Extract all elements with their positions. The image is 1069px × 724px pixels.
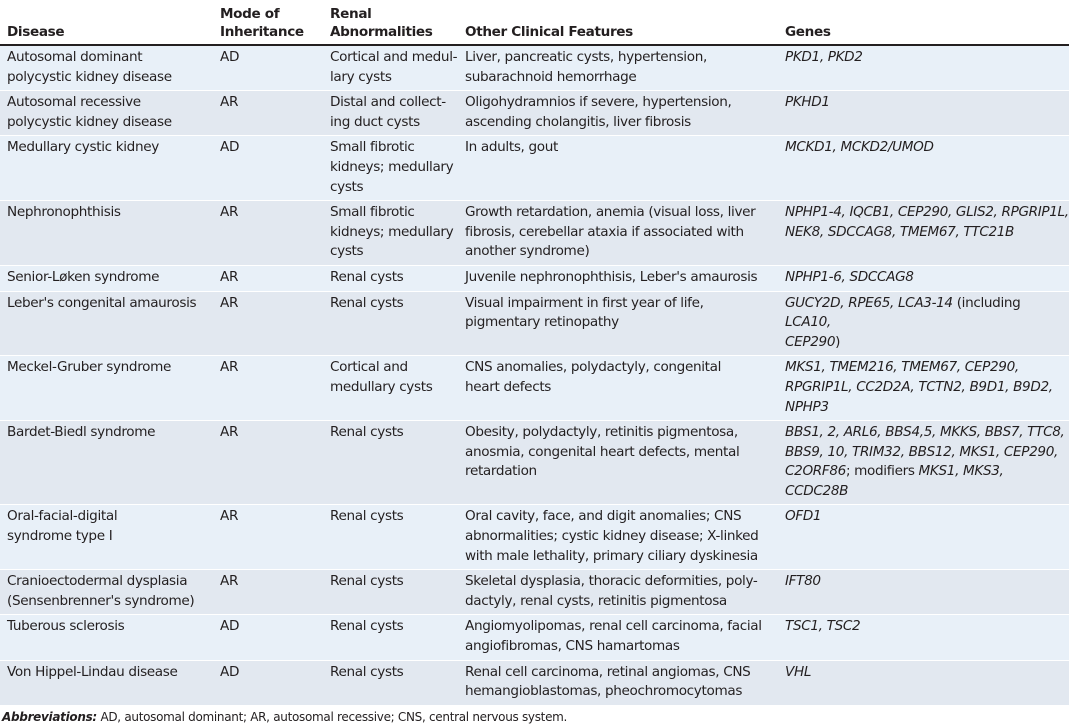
gene-text: MKS1, MKS3, CCDC28B bbox=[785, 463, 1004, 499]
cell-other: Growth retardation, anemia (visual loss,… bbox=[458, 200, 778, 266]
table-row: Leber's congenital amaurosis AR Renal cyst… bbox=[0, 290, 1069, 356]
header-mode: Mode of Inheritance bbox=[213, 0, 323, 46]
table-row: Autosomal dominant polycystic kidney dis… bbox=[0, 44, 1069, 91]
cell-disease: Cranioectodermal dysplasia (Sensenbrenne… bbox=[0, 569, 213, 615]
header-row: Disease Mode of Inheritance Renal Abnorm… bbox=[0, 0, 1069, 46]
cell-other: Oligohydramnios if severe, hypertension,… bbox=[458, 90, 778, 136]
gene-text: ) bbox=[835, 333, 841, 350]
cell-renal: Small fibrotic kidneys; medullary cysts bbox=[323, 135, 458, 201]
table-row: Tuberous sclerosis AD Renal cysts Angiomyol… bbox=[0, 614, 1069, 661]
cell-disease: Oral-facial-digital syndrome type I bbox=[0, 504, 213, 570]
cell-other: Juvenile nephronophthisis, Leber's amaur… bbox=[458, 264, 778, 292]
gene-text: (including bbox=[952, 294, 1021, 311]
table-row: Von Hippel-Lindau disease AD Renal cysts Re… bbox=[0, 659, 1069, 705]
cell-mode: AD bbox=[213, 44, 323, 91]
header-disease: Disease bbox=[0, 0, 213, 46]
cell-mode: AR bbox=[213, 569, 323, 615]
cell-renal: Renal cysts bbox=[323, 290, 458, 356]
cell-disease: Tuberous sclerosis bbox=[0, 614, 213, 661]
cell-mode: AR bbox=[213, 264, 323, 292]
gene-text: NPHP1-4, IQCB1, CEP290, GLIS2, RPGRIP1L,… bbox=[785, 204, 1069, 240]
gene-text: OFD1 bbox=[785, 508, 822, 525]
cell-disease: Senior-Løken syndrome bbox=[0, 264, 213, 292]
table-row: Autosomal recessive polycystic kidney di… bbox=[0, 90, 1069, 136]
table-row: Nephronophthisis AR Small fibrotic kidneys… bbox=[0, 200, 1069, 266]
cell-disease: Autosomal dominant polycystic kidney dis… bbox=[0, 44, 213, 91]
cell-mode: AR bbox=[213, 420, 323, 505]
cell-other: Skeletal dysplasia, thoracic deformities… bbox=[458, 569, 778, 615]
cell-disease: Medullary cystic kidney bbox=[0, 135, 213, 201]
cell-mode: AR bbox=[213, 504, 323, 570]
cell-disease: Meckel-Gruber syndrome bbox=[0, 355, 213, 421]
cell-genes: NPHP1-4, IQCB1, CEP290, GLIS2, RPGRIP1L,… bbox=[778, 200, 1069, 266]
cell-mode: AR bbox=[213, 290, 323, 356]
footnote-label: Abbreviations: bbox=[2, 709, 97, 724]
gene-text: TSC1, TSC2 bbox=[785, 618, 861, 635]
cell-disease: Bardet-Biedl syndrome bbox=[0, 420, 213, 505]
table-row: Oral-facial-digital syndrome type I AR Ren… bbox=[0, 504, 1069, 570]
cell-renal: Cortical and medullary cysts bbox=[323, 355, 458, 421]
cell-mode: AR bbox=[213, 200, 323, 266]
cell-other: CNS anomalies, polydactyly, congenital h… bbox=[458, 355, 778, 421]
cell-genes: GUCY2D, RPE65, LCA3-14 (including LCA10,… bbox=[778, 290, 1069, 356]
cell-mode: AD bbox=[213, 135, 323, 201]
gene-text: ; modifiers bbox=[845, 463, 919, 480]
table-row: Meckel-Gruber syndrome AR Cortical and med… bbox=[0, 355, 1069, 421]
gene-text: IFT80 bbox=[785, 573, 821, 590]
cell-genes: MCKD1, MCKD2/UMOD bbox=[778, 135, 1069, 201]
gene-text: GUCY2D, RPE65, LCA3-14 bbox=[785, 294, 953, 311]
gene-text: LCA10, CEP290 bbox=[785, 314, 836, 350]
header-genes: Genes bbox=[778, 0, 1069, 46]
gene-text: MKS1, TMEM216, TMEM67, CEP290, RPGRIP1L,… bbox=[785, 359, 1053, 415]
gene-text: NPHP1-6, SDCCAG8 bbox=[785, 268, 914, 285]
cell-mode: AR bbox=[213, 90, 323, 136]
gene-text: VHL bbox=[785, 663, 812, 680]
cell-renal: Renal cysts bbox=[323, 504, 458, 570]
cell-genes: OFD1 bbox=[778, 504, 1069, 570]
disease-table: Disease Mode of Inheritance Renal Abnorm… bbox=[0, 0, 1069, 705]
cell-disease: Autosomal recessive polycystic kidney di… bbox=[0, 90, 213, 136]
cell-genes: VHL bbox=[778, 659, 1069, 705]
cell-mode: AR bbox=[213, 355, 323, 421]
footnote: Abbreviations: AD, autosomal dominant; A… bbox=[0, 705, 1069, 724]
header-renal: Renal Abnormalities bbox=[323, 0, 458, 46]
cell-genes: NPHP1-6, SDCCAG8 bbox=[778, 264, 1069, 292]
header-other: Other Clinical Features bbox=[458, 0, 778, 46]
table-row: Medullary cystic kidney AD Small fibrotic … bbox=[0, 135, 1069, 201]
cell-renal: Renal cysts bbox=[323, 569, 458, 615]
cell-other: Liver, pancreatic cysts, hypertension, s… bbox=[458, 44, 778, 91]
cell-renal: Cortical and medul- lary cysts bbox=[323, 44, 458, 91]
cell-renal: Small fibrotic kidneys; medullary cysts bbox=[323, 200, 458, 266]
cell-renal: Renal cysts bbox=[323, 420, 458, 505]
cell-other: Renal cell carcinoma, retinal angiomas, … bbox=[458, 659, 778, 705]
cell-mode: AD bbox=[213, 614, 323, 661]
cell-disease: Von Hippel-Lindau disease bbox=[0, 659, 213, 705]
cell-renal: Renal cysts bbox=[323, 659, 458, 705]
table-row: Bardet-Biedl syndrome AR Renal cysts Obesit… bbox=[0, 420, 1069, 505]
cell-other: In adults, gout bbox=[458, 135, 778, 201]
table-row: Senior-Løken syndrome AR Renal cysts Juveni… bbox=[0, 264, 1069, 292]
cell-genes: PKHD1 bbox=[778, 90, 1069, 136]
cell-other: Angiomyolipomas, renal cell carcinoma, f… bbox=[458, 614, 778, 661]
footnote-text: AD, autosomal dominant; AR, autosomal re… bbox=[96, 709, 568, 724]
cell-other: Visual impairment in first year of life,… bbox=[458, 290, 778, 356]
cell-genes: IFT80 bbox=[778, 569, 1069, 615]
cell-genes: PKD1, PKD2 bbox=[778, 44, 1069, 91]
cell-renal: Distal and collect- ing duct cysts bbox=[323, 90, 458, 136]
gene-text: BBS1, 2, ARL6, BBS4,5, MKKS, BBS7, TTC8,… bbox=[785, 424, 1065, 480]
cell-disease: Nephronophthisis bbox=[0, 200, 213, 266]
cell-renal: Renal cysts bbox=[323, 264, 458, 292]
cell-genes: MKS1, TMEM216, TMEM67, CEP290, RPGRIP1L,… bbox=[778, 355, 1069, 421]
cell-renal: Renal cysts bbox=[323, 614, 458, 661]
cell-mode: AD bbox=[213, 659, 323, 705]
gene-text: MCKD1, MCKD2/UMOD bbox=[785, 139, 934, 156]
cell-other: Oral cavity, face, and digit anomalies; … bbox=[458, 504, 778, 570]
gene-text: PKD1, PKD2 bbox=[785, 49, 863, 65]
cell-genes: BBS1, 2, ARL6, BBS4,5, MKKS, BBS7, TTC8,… bbox=[778, 420, 1069, 505]
cell-other: Obesity, polydactyly, retinitis pigmento… bbox=[458, 420, 778, 505]
cell-genes: TSC1, TSC2 bbox=[778, 614, 1069, 661]
table-row: Cranioectodermal dysplasia (Sensenbrenne… bbox=[0, 569, 1069, 615]
cell-disease: Leber's congenital amaurosis bbox=[0, 290, 213, 356]
gene-text: PKHD1 bbox=[785, 94, 830, 111]
